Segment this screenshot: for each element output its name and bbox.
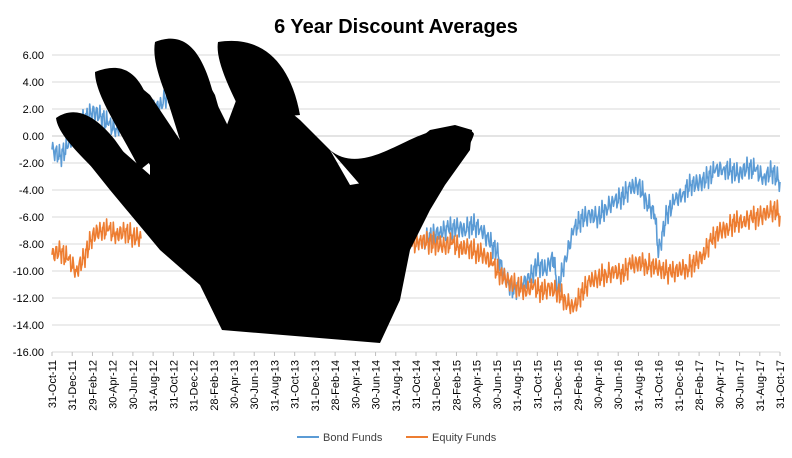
x-tick-label: 31-Oct-12 — [168, 360, 180, 409]
bond-funds-line — [423, 156, 781, 301]
x-tick-label: 30-Apr-13 — [229, 360, 241, 409]
x-tick-label: 31-Aug-13 — [269, 360, 281, 411]
series-lines — [51, 81, 781, 315]
y-tick-label: 0.00 — [23, 131, 44, 143]
x-tick-label: 31-Oct-17 — [775, 360, 787, 409]
y-tick-label: -8.00 — [19, 239, 44, 251]
y-axis-ticks: 6.00 4.00 2.00 0.00 -2.00 -4.00 -6.00 -8.00 -10.… — [13, 50, 44, 359]
hand-middle-finger — [154, 38, 240, 161]
x-tick-label: 29-Feb-12 — [87, 360, 99, 411]
y-tick-label: -10.00 — [13, 266, 44, 278]
x-tick-label: 31-Dec-14 — [431, 360, 443, 411]
y-tick-label: 6.00 — [23, 50, 44, 62]
legend-bond-label: Bond Funds — [323, 432, 383, 444]
x-tick-label: 31-Oct-13 — [290, 360, 302, 409]
equity-funds-line — [411, 199, 781, 315]
hand-ring-finger — [95, 67, 165, 170]
legend-equity-label: Equity Funds — [432, 432, 497, 444]
hand-thumb — [330, 127, 474, 240]
hand-silhouette — [56, 38, 474, 343]
x-tick-label: 31-Dec-11 — [67, 360, 79, 411]
y-tick-label: -12.00 — [13, 293, 44, 305]
x-tick-label: 31-Aug-15 — [512, 360, 524, 411]
x-tick-label: 31-Dec-12 — [189, 360, 201, 411]
x-tick-label: 28-Feb-14 — [330, 360, 342, 411]
x-tick-label: 31-Dec-16 — [674, 360, 686, 411]
hand-index-finger — [217, 40, 300, 120]
legend: Bond Funds Equity Funds — [297, 432, 497, 444]
x-tick-label: 30-Apr-14 — [350, 360, 362, 409]
hand-palm — [58, 42, 472, 343]
x-tick-label: 28-Feb-15 — [451, 360, 463, 411]
x-tick-label: 31-Dec-15 — [553, 360, 565, 411]
x-tick-label: 30-Jun-17 — [735, 360, 747, 410]
x-tick-label: 31-Aug-12 — [148, 360, 160, 411]
y-tick-label: -6.00 — [19, 212, 44, 224]
x-tick-label: 28-Feb-17 — [694, 360, 706, 411]
y-tick-label: 4.00 — [23, 77, 44, 89]
y-tick-label: -4.00 — [19, 185, 44, 197]
x-tick-label: 31-Oct-15 — [532, 360, 544, 409]
y-tick-label: -14.00 — [13, 320, 44, 332]
x-tick-label: 31-Dec-13 — [310, 360, 322, 411]
x-tick-label: 31-Aug-17 — [755, 360, 767, 411]
equity-funds-line — [51, 218, 142, 278]
chart-title: 6 Year Discount Averages — [274, 16, 518, 38]
x-tick-label: 30-Jun-15 — [492, 360, 504, 410]
y-tick-label: -16.00 — [13, 347, 44, 359]
y-tick-label: -2.00 — [19, 158, 44, 170]
x-tick-label: 31-Oct-16 — [654, 360, 666, 409]
hand-pinky-finger — [56, 112, 140, 185]
x-tick-label: 31-Oct-14 — [411, 360, 423, 409]
x-tick-label: 31-Oct-11 — [47, 360, 59, 408]
x-tick-label: 30-Apr-15 — [472, 360, 484, 409]
x-tick-label: 30-Apr-16 — [593, 360, 605, 409]
x-tick-label: 29-Feb-16 — [573, 360, 585, 411]
x-tick-label: 31-Aug-16 — [633, 360, 645, 411]
x-tick-label: 30-Jun-13 — [249, 360, 261, 410]
x-tick-label: 28-Feb-13 — [209, 360, 221, 411]
x-tick-label: 31-Aug-14 — [391, 360, 403, 411]
x-tick-label: 30-Jun-12 — [128, 360, 140, 410]
x-tick-label: 30-Apr-17 — [714, 360, 726, 409]
x-axis-ticks: 31-Oct-11 31-Dec-11 29-Feb-12 30-Apr-12 30-J… — [47, 352, 787, 411]
x-tick-label: 30-Jun-14 — [371, 360, 383, 410]
x-tick-label: 30-Apr-12 — [108, 360, 120, 409]
y-tick-label: 2.00 — [23, 104, 44, 116]
x-tick-label: 30-Jun-16 — [613, 360, 625, 410]
